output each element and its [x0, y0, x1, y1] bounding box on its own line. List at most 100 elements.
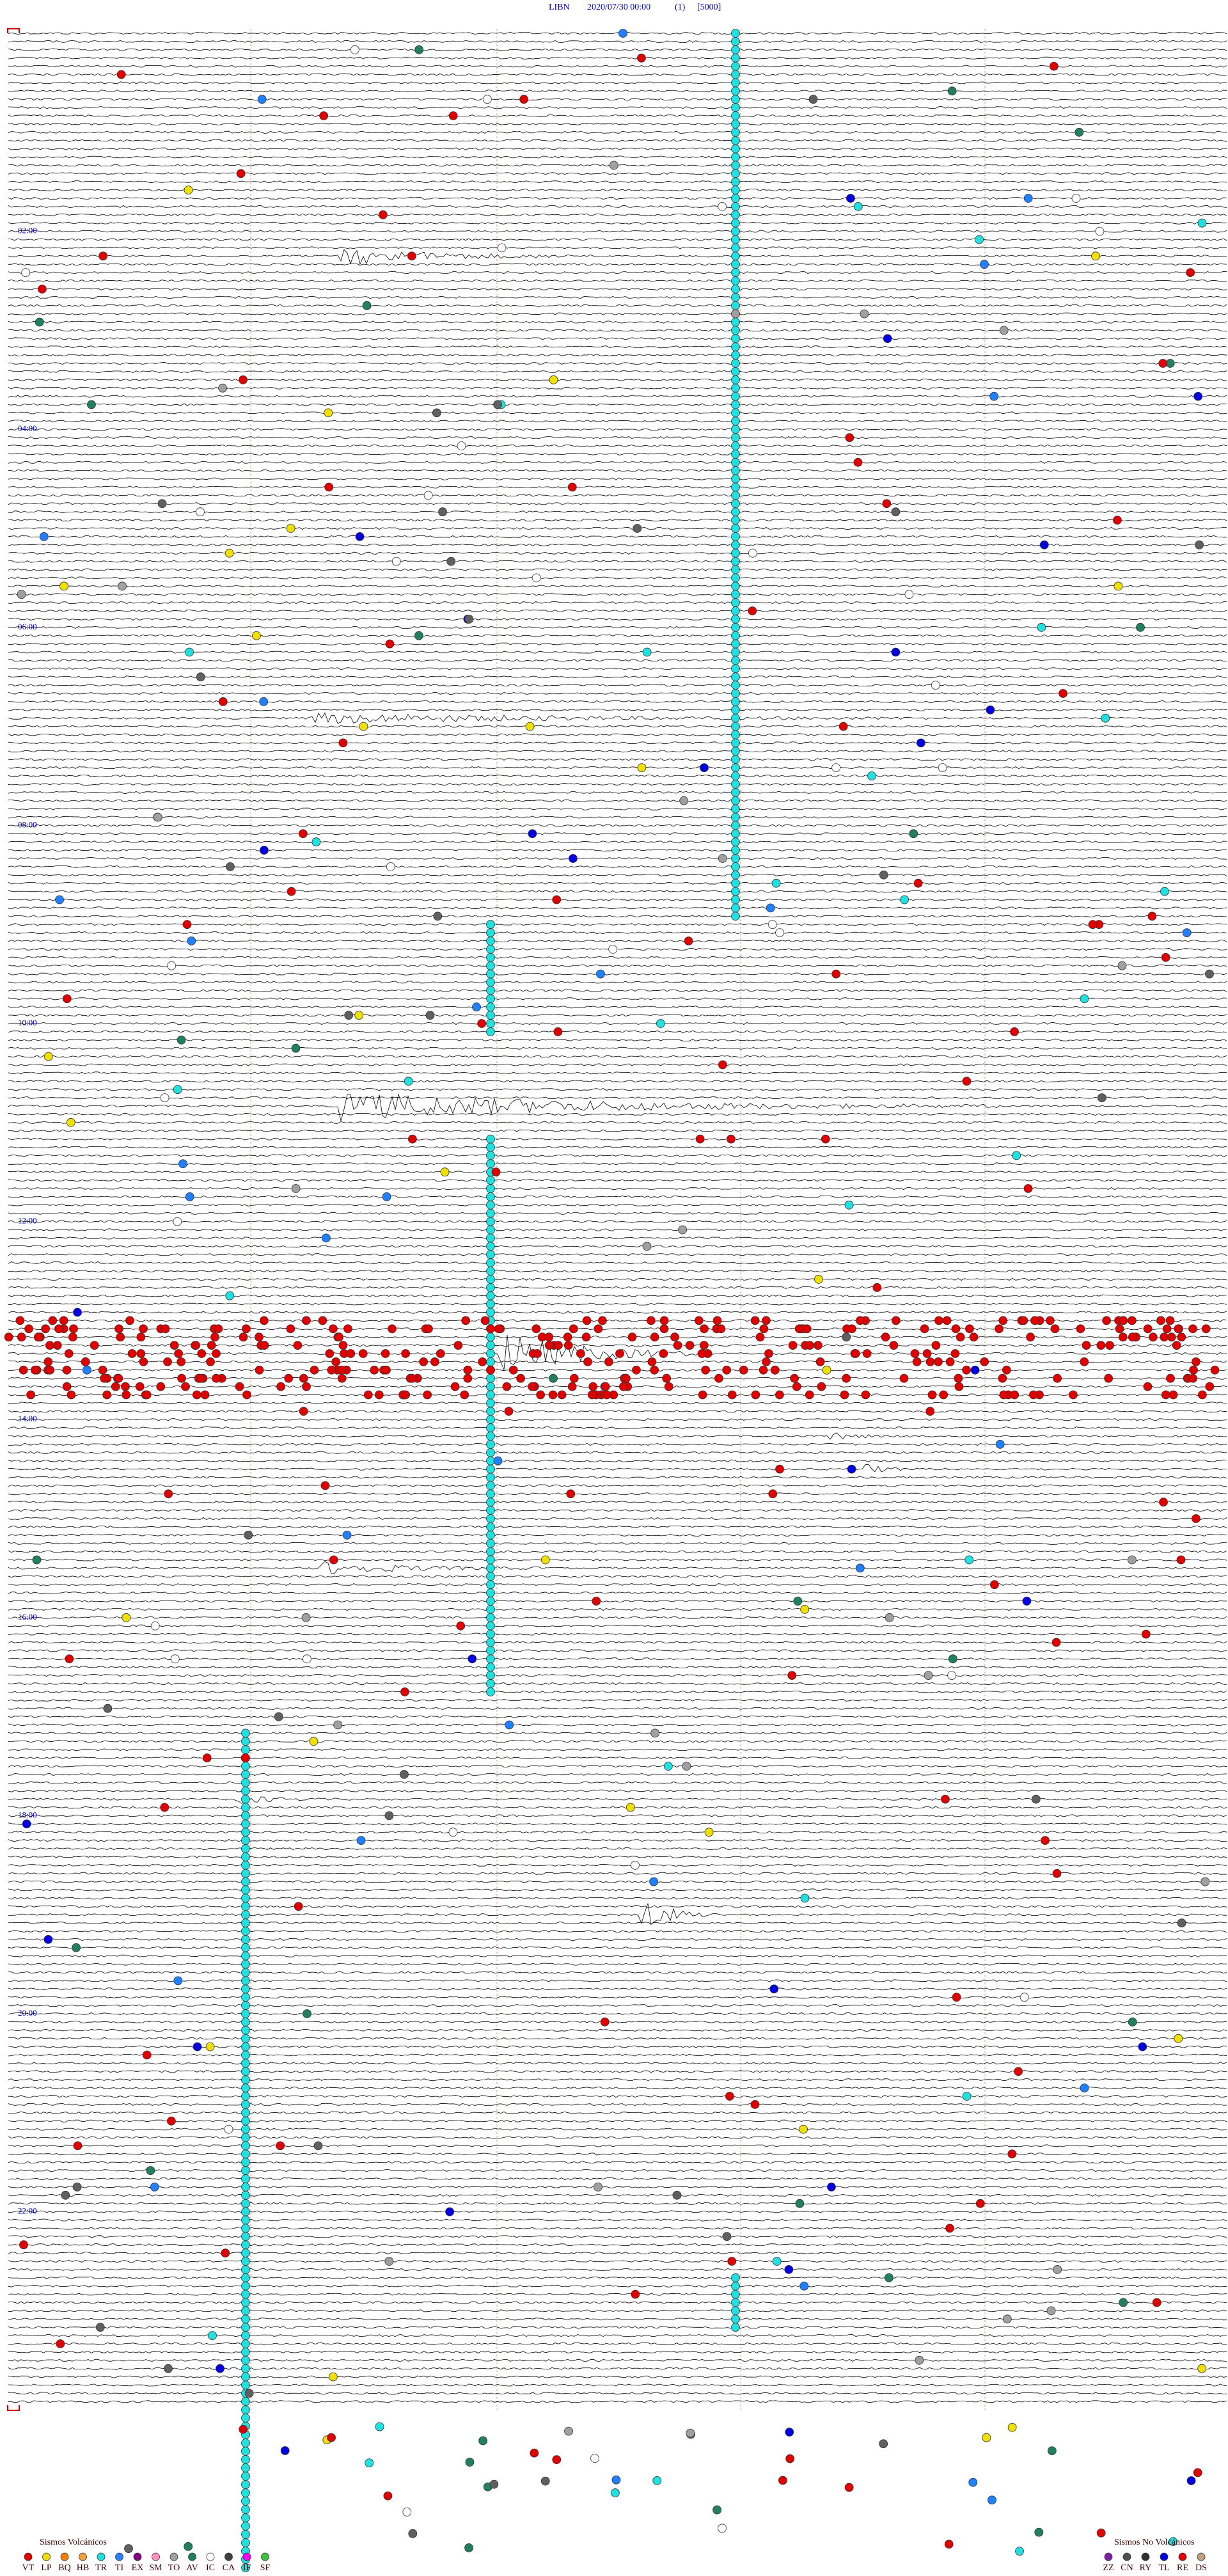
event	[378, 210, 388, 219]
event	[583, 1357, 592, 1366]
event	[486, 1019, 495, 1028]
trace	[8, 750, 1227, 753]
event	[241, 1762, 250, 1771]
event	[731, 37, 740, 46]
event	[844, 1200, 854, 1210]
event	[242, 1390, 251, 1400]
event	[135, 1382, 145, 1391]
trace	[8, 1954, 1227, 1957]
event	[750, 2099, 760, 2109]
event	[299, 1373, 308, 1383]
trace	[8, 2144, 1227, 2147]
event	[731, 177, 740, 187]
trace	[8, 1814, 1227, 1817]
event	[477, 1019, 487, 1028]
event	[731, 425, 740, 434]
trace	[8, 2202, 1227, 2205]
event	[840, 1390, 849, 1400]
event	[17, 590, 26, 599]
trace	[8, 1006, 1227, 1009]
event	[900, 895, 909, 905]
event	[302, 1382, 311, 1391]
event	[381, 1349, 390, 1358]
event	[516, 1373, 525, 1383]
event	[998, 1373, 1007, 1383]
event	[142, 1390, 152, 1400]
event	[1104, 1373, 1114, 1383]
event	[486, 1621, 495, 1631]
event	[293, 1341, 303, 1350]
event	[662, 1373, 672, 1383]
event	[114, 1324, 123, 1334]
trace	[8, 370, 1227, 373]
event	[1143, 1382, 1153, 1391]
event	[731, 689, 740, 698]
event	[567, 482, 577, 492]
event	[259, 1316, 269, 1325]
trace	[8, 1929, 1227, 1933]
event	[212, 1373, 221, 1383]
event	[1031, 1794, 1041, 1804]
event	[847, 1464, 856, 1474]
event	[1012, 1151, 1021, 1160]
event	[731, 606, 740, 615]
legend-label: IF	[243, 2563, 251, 2573]
event	[241, 2331, 250, 2341]
event	[274, 1712, 283, 1721]
event	[731, 878, 740, 888]
event	[731, 829, 740, 839]
event	[718, 1060, 727, 1070]
event	[1166, 1373, 1175, 1383]
event	[241, 1993, 250, 2002]
event	[486, 1464, 495, 1474]
event	[552, 2455, 562, 2465]
event	[1059, 689, 1068, 698]
event	[1105, 1341, 1114, 1350]
event	[879, 2439, 888, 2449]
trace	[8, 2359, 1227, 2362]
event	[156, 1382, 166, 1391]
event	[160, 1803, 169, 1812]
event	[241, 1877, 250, 1886]
event	[116, 70, 126, 79]
event	[731, 548, 740, 558]
trace	[8, 585, 1227, 588]
event	[731, 86, 740, 96]
event	[731, 787, 740, 797]
trace	[8, 1212, 1227, 1215]
event	[838, 722, 848, 731]
event	[486, 994, 495, 1004]
trace	[8, 1550, 1227, 1553]
event	[731, 61, 740, 71]
event	[611, 2475, 621, 2485]
event	[682, 1762, 691, 1771]
event	[540, 1555, 550, 1565]
trace	[8, 1277, 1227, 1281]
trace	[8, 436, 1227, 439]
trace	[8, 1294, 1227, 1297]
event	[1028, 1390, 1038, 1400]
event	[355, 532, 365, 541]
event	[241, 2099, 250, 2109]
event	[731, 524, 740, 533]
event	[333, 1720, 343, 1730]
trace	[8, 329, 1227, 332]
legend-swatch	[115, 2552, 123, 2561]
event	[1174, 2034, 1183, 2043]
event	[1186, 268, 1195, 278]
event	[924, 1671, 933, 1680]
event	[934, 1357, 943, 1366]
event	[200, 1390, 210, 1400]
event	[241, 2009, 250, 2018]
event	[486, 1308, 495, 1317]
trace	[8, 526, 1227, 530]
event	[700, 763, 709, 772]
legend-title: Sismos No Volcánicos	[1114, 2538, 1195, 2547]
legend-label: RE	[1177, 2563, 1188, 2573]
event	[486, 1002, 495, 1012]
trace	[8, 617, 1227, 620]
event	[731, 565, 740, 574]
trace	[8, 1261, 1227, 1265]
event	[241, 2447, 250, 2456]
trace	[8, 1796, 1227, 1804]
